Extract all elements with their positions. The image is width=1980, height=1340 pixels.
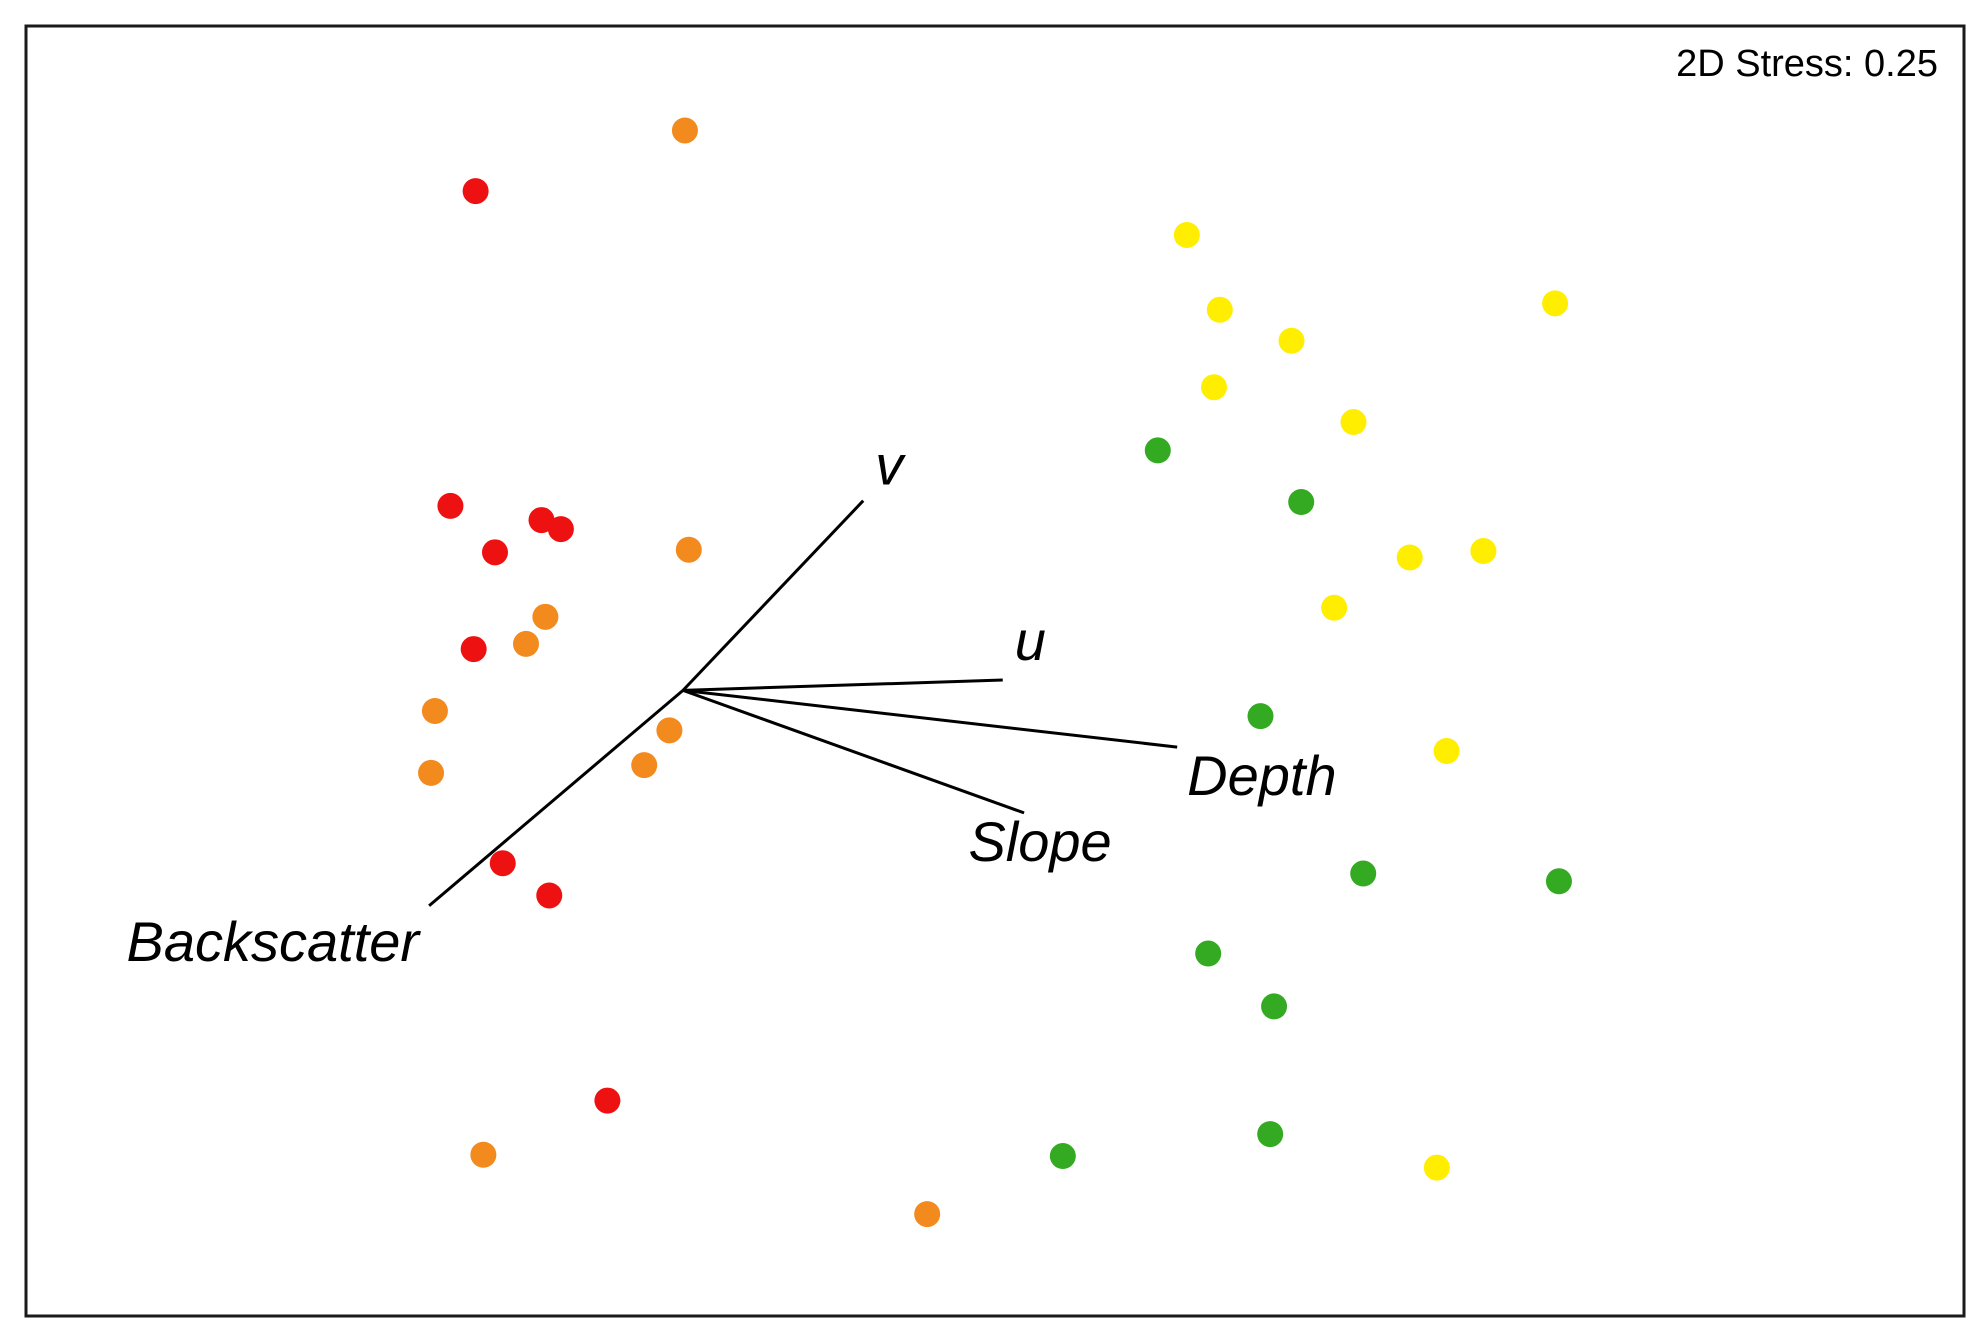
data-point-yellow [1396,544,1423,571]
data-point-orange [532,603,559,630]
stress-label: 2D Stress: 0.25 [1676,43,1938,85]
points-layer [418,117,1572,1228]
vector-labels-layer: v u Depth Slope Backscatter [127,434,1337,973]
data-point-yellow [1542,290,1569,317]
data-point-red [437,492,464,519]
data-point-green [1195,940,1222,967]
vectors-layer [428,499,1178,907]
data-point-red [547,516,574,543]
data-point-green [1257,1121,1284,1148]
vector-label-u: u [1015,609,1046,672]
data-point-green [1247,703,1274,730]
data-point-orange [470,1141,497,1168]
data-point-red [536,882,563,909]
vector-u [682,678,1003,692]
data-point-orange [513,630,540,657]
data-point-orange [671,117,698,144]
data-point-red [594,1087,621,1114]
data-point-yellow [1278,327,1305,354]
vector-label-depth: Depth [1187,744,1336,807]
vector-label-backscatter: Backscatter [127,910,422,973]
data-point-red [489,850,516,877]
data-point-green [1545,868,1572,895]
data-point-green [1261,993,1288,1020]
data-point-orange [914,1201,941,1228]
data-point-yellow [1206,296,1233,323]
data-point-yellow [1340,409,1367,436]
data-point-red [481,539,508,566]
data-point-yellow [1200,374,1227,401]
data-point-green [1350,860,1377,887]
data-point-green [1144,437,1171,464]
data-point-red [460,636,487,663]
vector-slope [682,688,1025,815]
vector-v [681,499,865,692]
data-point-yellow [1173,221,1200,248]
data-point-yellow [1423,1154,1450,1181]
data-point-green [1049,1143,1076,1170]
vector-backscatter [428,689,684,907]
data-point-green [1288,489,1315,516]
data-point-orange [418,759,445,786]
data-point-orange [656,717,683,744]
vector-label-v: v [875,434,906,497]
data-point-yellow [1470,538,1497,565]
data-point-orange [421,697,448,724]
plot-frame [24,24,1966,1318]
data-point-red [462,178,489,205]
data-point-yellow [1321,594,1348,621]
data-point-yellow [1433,737,1460,764]
data-point-red [528,507,555,534]
data-point-orange [675,536,702,563]
data-point-orange [631,752,658,779]
vector-label-slope: Slope [968,810,1111,873]
vector-depth [682,688,1178,749]
